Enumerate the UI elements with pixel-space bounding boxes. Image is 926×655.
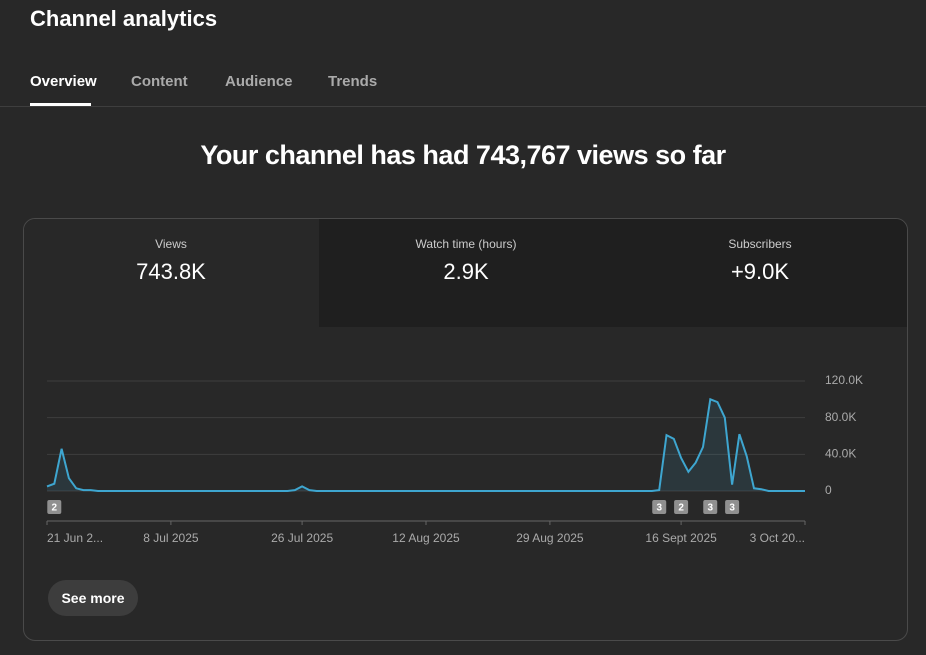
annotation-marker	[674, 500, 689, 514]
annotation-marker	[652, 500, 667, 514]
see-more-button[interactable]: See more	[48, 580, 138, 616]
x-tick-label: 26 Jul 2025	[271, 531, 333, 545]
tab-underline	[30, 103, 91, 106]
tab[interactable]: Content	[131, 73, 188, 90]
annotation-count: 2	[52, 503, 58, 514]
metric-tab[interactable]: Views 743.8K	[24, 219, 318, 327]
annotation-marker	[725, 500, 740, 514]
metric-value: 743.8K	[136, 259, 206, 284]
page-title: Channel analytics	[30, 6, 218, 31]
tab[interactable]: Overview	[30, 73, 97, 90]
x-tick-label: 16 Sept 2025	[645, 531, 717, 545]
annotation-marker	[47, 500, 62, 514]
y-tick-label: 40.0K	[825, 447, 856, 461]
annotation-marker	[703, 500, 718, 514]
metric-label: Views	[155, 237, 187, 251]
tab[interactable]: Audience	[225, 73, 293, 90]
x-tick-label: 8 Jul 2025	[143, 531, 199, 545]
metric-value: +9.0K	[730, 259, 790, 284]
annotation-count: 3	[707, 503, 713, 514]
y-tick-label: 80.0K	[825, 410, 856, 424]
x-tick-label: 3 Oct 20...	[750, 531, 805, 545]
metric-label: Subscribers	[728, 237, 792, 251]
metric-label: Watch time (hours)	[415, 237, 517, 251]
x-tick-label: 12 Aug 2025	[392, 531, 460, 545]
divider	[0, 106, 926, 107]
tab[interactable]: Trends	[328, 73, 378, 90]
analytics-card: Views 743.8K Watch time (hours) 2.9K Sub…	[23, 218, 908, 641]
metric-value: 2.9K	[443, 259, 489, 284]
metric-tab[interactable]: Watch time (hours) 2.9K	[319, 219, 613, 327]
headline: Your channel has had 743,767 views so fa…	[200, 140, 726, 170]
y-tick-label: 0	[825, 483, 832, 497]
y-tick-label: 120.0K	[825, 373, 863, 387]
area	[47, 399, 805, 491]
x-tick-label: 29 Aug 2025	[516, 531, 584, 545]
annotation-count: 3	[656, 503, 662, 514]
x-tick-label: 21 Jun 2...	[47, 531, 103, 545]
annotation-count: 3	[729, 503, 735, 514]
line	[46, 397, 805, 492]
annotation-count: 2	[678, 503, 684, 514]
metric-tab[interactable]: Subscribers +9.0K	[613, 219, 907, 327]
